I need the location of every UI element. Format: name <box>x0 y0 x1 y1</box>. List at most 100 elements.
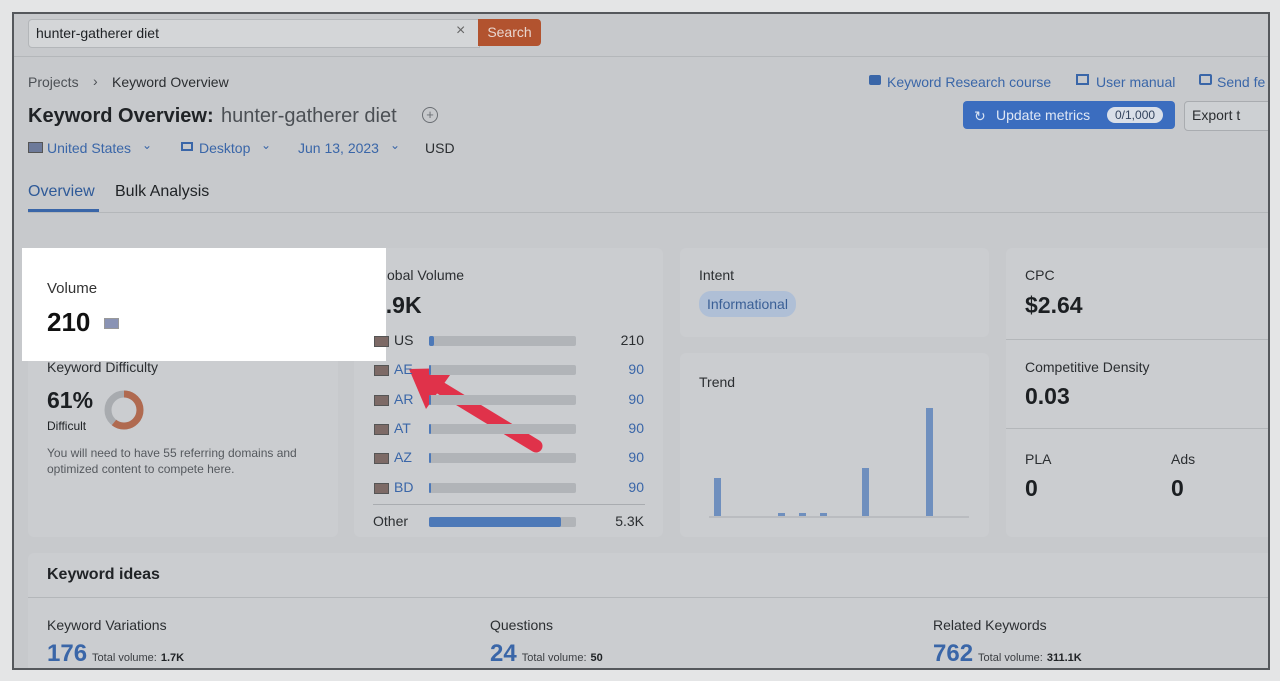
ads-value: 0 <box>1171 475 1184 501</box>
pointer-arrow <box>409 368 543 453</box>
volume-card <box>22 248 386 361</box>
country-volume[interactable]: 90 <box>628 478 644 495</box>
country-volume[interactable]: 90 <box>628 419 644 436</box>
manual-icon <box>1076 74 1089 85</box>
ideas-title: Keyword ideas <box>47 566 160 583</box>
export-button[interactable] <box>1184 101 1268 131</box>
ads-label: Ads <box>1171 451 1196 467</box>
idea-count[interactable]: 176 <box>47 640 88 667</box>
tab-active[interactable]: Overview <box>28 183 95 200</box>
global-volume-label: Global Volume <box>373 267 465 283</box>
country-code[interactable]: AR <box>394 390 414 407</box>
country-bar-fill <box>429 336 434 346</box>
country-code[interactable]: AT <box>394 419 411 436</box>
difficulty-label: Keyword Difficulty <box>47 359 159 375</box>
cpc-label: CPC <box>1025 267 1055 283</box>
course-icon <box>869 75 881 85</box>
trend-chart <box>709 408 969 518</box>
date-filter[interactable]: Jun 13, 2023 <box>298 140 379 156</box>
country-bar-fill <box>429 423 431 434</box>
idea-total-label: Total volume: <box>521 652 587 664</box>
country-code: Other <box>373 513 409 529</box>
device-filter[interactable]: Desktop <box>199 140 251 156</box>
difficulty-value: 61% <box>47 387 94 413</box>
country-bar-fill <box>429 453 431 464</box>
page-keyword: hunter-gatherer diet <box>221 105 397 127</box>
country-bar-fill <box>429 365 431 376</box>
density-value: 0.03 <box>1025 383 1070 409</box>
update-label: Update metrics <box>996 107 1091 123</box>
search-box[interactable] <box>28 19 480 48</box>
idea-total: 50 <box>590 652 603 664</box>
country-code[interactable]: AE <box>394 361 413 378</box>
volume-value: 210 <box>47 307 91 337</box>
country-bar <box>429 482 576 493</box>
tab-divider <box>28 212 1268 213</box>
country-bar <box>429 365 576 376</box>
update-icon: ↻ <box>974 108 986 124</box>
country-flag <box>374 394 389 406</box>
chevron: ⌄ <box>142 138 153 152</box>
cpc-divider <box>1006 339 1268 340</box>
country-code: US <box>394 332 414 348</box>
country-flag <box>374 336 389 347</box>
country-code[interactable]: BD <box>394 478 414 495</box>
feedback-icon <box>1199 74 1212 85</box>
clear-icon[interactable]: × <box>456 22 466 39</box>
desktop-icon <box>181 142 193 151</box>
breadcrumb-sep: › <box>93 73 98 89</box>
pla-value: 0 <box>1025 475 1038 501</box>
ideas-divider <box>28 597 1268 598</box>
idea-label: Related Keywords <box>933 617 1047 633</box>
cpc-value: $2.64 <box>1025 292 1083 318</box>
search-button[interactable]: Search <box>478 19 541 46</box>
difficulty-level: Difficult <box>47 419 87 433</box>
idea-count[interactable]: 24 <box>490 640 517 667</box>
course-link[interactable]: Keyword Research course <box>887 74 1052 90</box>
export-label: Export t <box>1192 107 1241 123</box>
rows-divider <box>373 504 645 505</box>
add-icon[interactable]: + <box>422 107 438 123</box>
country-bar <box>429 453 576 464</box>
difficulty-note: You will need to have 55 referring domai… <box>47 446 297 476</box>
idea-label: Questions <box>490 617 554 633</box>
country-volume[interactable]: 90 <box>628 361 644 378</box>
trend-card <box>680 353 989 537</box>
feedback-link[interactable]: Send fe <box>1217 74 1266 90</box>
manual-link[interactable]: User manual <box>1096 74 1176 90</box>
divider <box>14 56 1268 57</box>
idea-total-label: Total volume: <box>978 652 1043 664</box>
page-title: Keyword Overview: <box>28 105 214 127</box>
country-flag <box>374 365 389 377</box>
country-volume[interactable]: 90 <box>628 449 644 466</box>
chevron: ⌄ <box>390 138 401 152</box>
country-bar <box>429 517 576 527</box>
country-flag <box>374 482 389 494</box>
database-filter[interactable]: United States <box>47 140 132 156</box>
density-divider <box>1006 428 1268 429</box>
idea-total-label: Total volume: <box>92 652 157 664</box>
tab[interactable]: Bulk Analysis <box>115 183 210 200</box>
trend-label: Trend <box>699 374 736 390</box>
ideas-card <box>28 553 1268 668</box>
search-query: hunter-gatherer diet <box>36 25 159 41</box>
currency: USD <box>425 140 455 156</box>
country-code[interactable]: AZ <box>394 449 412 466</box>
pla-label: PLA <box>1025 451 1052 467</box>
tab-underline <box>28 209 99 212</box>
country-volume[interactable]: 90 <box>628 390 644 407</box>
country-flag <box>374 423 389 435</box>
country-volume: 210 <box>620 332 644 348</box>
screenshot: hunter-gatherer diet × Search Projects ›… <box>12 12 1270 670</box>
intent-label: Intent <box>699 267 735 283</box>
breadcrumb-link[interactable]: Projects <box>28 74 79 90</box>
breadcrumb-current: Keyword Overview <box>112 74 229 90</box>
country-volume: 5.3K <box>615 513 644 529</box>
idea-label: Keyword Variations <box>47 617 167 633</box>
chevron: ⌄ <box>261 138 272 152</box>
quota-badge: 0/1,000 <box>1107 107 1164 123</box>
country-bar <box>429 423 576 434</box>
country-bar <box>429 394 576 405</box>
idea-count[interactable]: 762 <box>933 640 974 667</box>
